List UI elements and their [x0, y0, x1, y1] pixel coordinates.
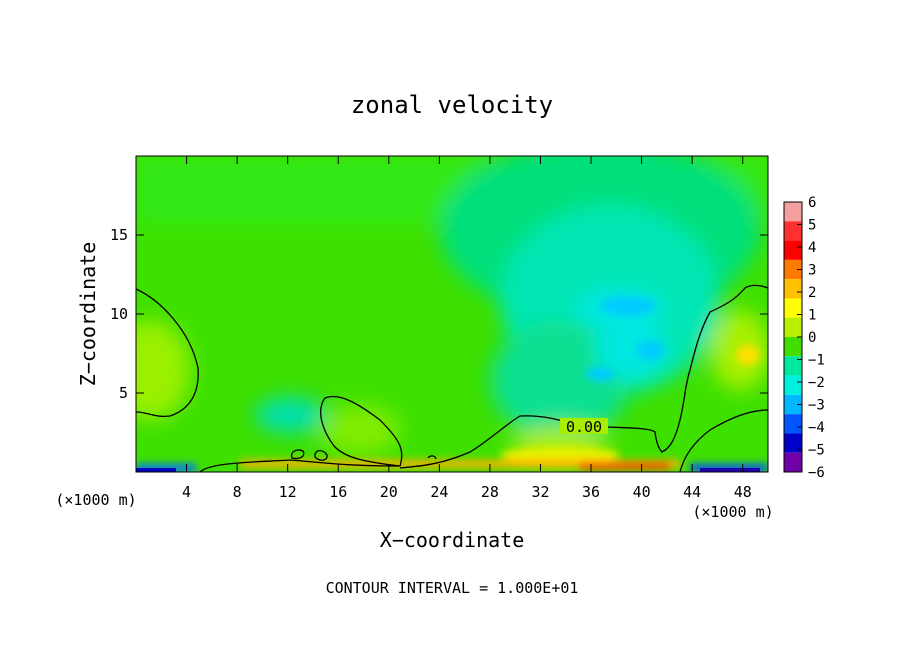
- x-units-right: (×1000 m): [692, 503, 773, 521]
- y-axis-label: Z−coordinate: [76, 242, 100, 387]
- contour-label: 0.00: [566, 418, 602, 436]
- y-tick-label: 10: [110, 305, 128, 323]
- colorbar-swatch: [784, 414, 802, 434]
- x-tick-label: 32: [531, 483, 549, 501]
- colorbar-tick-label: −4: [808, 420, 825, 436]
- y-tick-label: 15: [110, 226, 128, 244]
- x-tick-label: 12: [279, 483, 297, 501]
- footer-contour-interval: CONTOUR INTERVAL = 1.000E+01: [326, 579, 579, 597]
- colorbar-swatch: [784, 452, 802, 472]
- colorbar-tick-label: 4: [808, 240, 816, 256]
- x-tick-label: 4: [182, 483, 191, 501]
- colorbar-tick-label: −6: [808, 465, 825, 481]
- colorbar-tick-label: −1: [808, 353, 825, 369]
- colorbar: [783, 201, 803, 473]
- x-tick-label: 8: [233, 483, 242, 501]
- x-tick-label: 44: [683, 483, 701, 501]
- colorbar-tick-label: −2: [808, 375, 825, 391]
- colorbar-swatch: [784, 221, 802, 241]
- colorbar-swatch: [784, 259, 802, 280]
- y-axis-ticks: 5 10 15: [110, 226, 768, 402]
- colorbar-tick-label: 3: [808, 263, 816, 279]
- x-tick-label: 40: [633, 483, 651, 501]
- colorbar-tick-label: 5: [808, 218, 816, 234]
- x-axis-ticks: 4 8 12 16 20 24 28 32 36 40 44 48: [182, 156, 752, 501]
- colorbar-tick-label: 2: [808, 285, 816, 301]
- x-tick-label: 16: [329, 483, 347, 501]
- colorbar-swatch: [784, 337, 802, 357]
- colorbar-ticks: 6 5 4 3 2 1 0 −1 −2 −3 −4 −5 −6: [797, 195, 825, 481]
- x-units-left: (×1000 m): [55, 491, 136, 509]
- colorbar-swatch: [784, 298, 802, 318]
- y-tick-label: 5: [119, 384, 128, 402]
- colorbar-tick-label: 1: [808, 308, 816, 324]
- x-axis-label: X−coordinate: [380, 528, 525, 552]
- colorbar-tick-label: −5: [808, 443, 825, 459]
- x-tick-label: 20: [380, 483, 398, 501]
- colorbar-tick-label: 0: [808, 330, 816, 346]
- x-tick-label: 24: [430, 483, 448, 501]
- colorbar-swatch: [784, 240, 802, 260]
- x-tick-label: 48: [734, 483, 752, 501]
- x-tick-label: 36: [582, 483, 600, 501]
- colorbar-swatch: [784, 375, 802, 395]
- colorbar-swatch: [784, 279, 802, 299]
- colorbar-swatch: [784, 356, 802, 376]
- colorbar-tick-label: 6: [808, 195, 816, 211]
- colorbar-swatch: [784, 202, 802, 222]
- heatmap-field: 0.00: [136, 156, 768, 472]
- zero-contours: [136, 284, 768, 472]
- colorbar-swatch: [784, 394, 802, 415]
- chart-title: zonal velocity: [351, 91, 553, 119]
- colorbar-swatch: [784, 317, 802, 337]
- colorbar-tick-label: −3: [808, 398, 825, 414]
- x-tick-label: 28: [481, 483, 499, 501]
- colorbar-swatch: [784, 433, 802, 453]
